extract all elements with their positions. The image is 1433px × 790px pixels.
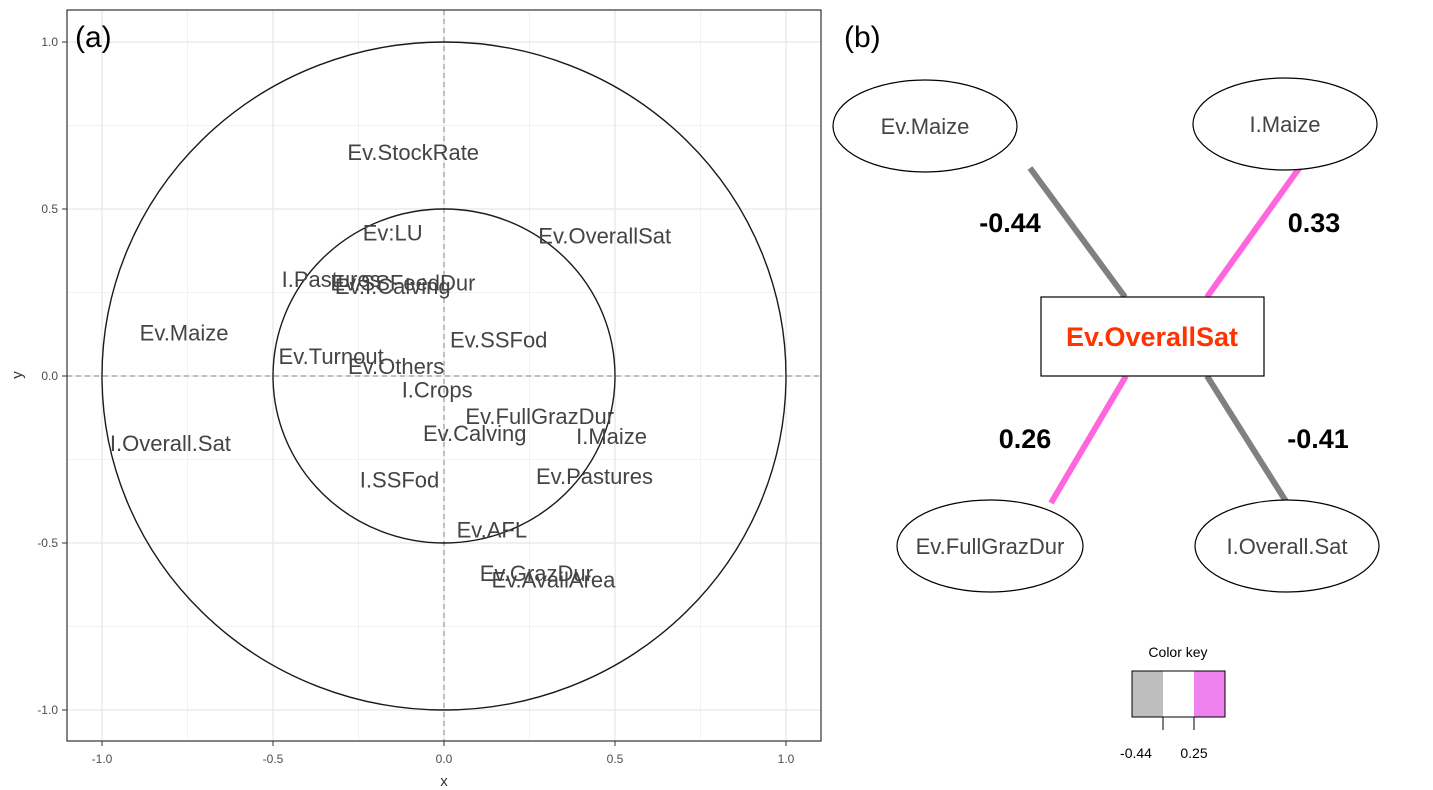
variable-label: Ev.Pastures: [536, 464, 653, 489]
y-axis-ticks: -1.0 -0.5 0.0 0.5 1.0: [37, 35, 67, 717]
reference-lines: [67, 10, 821, 741]
x-tick-label: -0.5: [263, 752, 284, 766]
color-key-label-max: 0.25: [1180, 745, 1207, 761]
edge-ev-maize: [1027, 166, 1128, 299]
variable-label: Ev.Calving: [423, 421, 527, 446]
variable-label: Ev.FullGrazDur: [465, 404, 614, 429]
panel-a-label: (a): [75, 21, 112, 54]
variable-label: Ev.Maize: [140, 321, 229, 346]
node-ev-fullgrazdur: [896, 499, 1084, 593]
inner-circle: [272, 208, 616, 544]
variable-label: Ev:LU: [363, 220, 423, 245]
variable-label: Ev.SSFod: [450, 327, 547, 352]
variable-label: Ev.Turnout: [279, 344, 384, 369]
y-axis-title: y: [9, 371, 26, 379]
edge-weight-ev-fullgrazdur: 0.26: [999, 424, 1052, 454]
edge-weight-i-maize: 0.33: [1288, 208, 1341, 238]
x-tick-label: 0.0: [436, 752, 453, 766]
color-key-neutral: [1163, 671, 1194, 717]
variable-label: Ev.StockRate: [347, 140, 479, 165]
variable-label: I.Pastures: [282, 267, 381, 292]
edge-ev-fullgrazdur: [1048, 374, 1129, 505]
variable-label: I.Crops: [402, 377, 473, 402]
correlation-circles: [101, 41, 787, 711]
y-tick-label: 0.0: [41, 369, 58, 383]
variable-labels: Ev.StockRate Ev:LU Ev.OverallSat I.Pastures…: [110, 140, 671, 593]
color-key-label-min: -0.44: [1120, 745, 1152, 761]
variable-label: I.SSFod: [360, 468, 439, 493]
edge-weight-i-overall-sat: -0.41: [1287, 424, 1349, 454]
color-key-title: Color key: [1148, 644, 1207, 660]
x-tick-label: 0.5: [607, 752, 624, 766]
variable-label: Ev.Others: [348, 354, 444, 379]
y-tick-label: -1.0: [37, 703, 58, 717]
node-i-overall-sat: [1194, 499, 1380, 593]
outer-circle: [101, 41, 787, 711]
x-tick-label: 1.0: [778, 752, 795, 766]
panel-a-scatter: Ev.StockRate Ev:LU Ev.OverallSat I.Pastures…: [9, 9, 822, 790]
variable-label: Ev.I.Calving: [335, 274, 451, 299]
center-node-box: [1040, 296, 1265, 377]
node-i-overall-sat-label: I.Overall.Sat: [1226, 534, 1347, 559]
color-key-frame: [1131, 670, 1226, 718]
variable-label: I.Overall.Sat: [110, 431, 231, 456]
panel-b-network: (b) Ev.Maize I.Maize Ev.FullGrazDur I.Ov…: [832, 21, 1380, 761]
panel-b-label: (b): [844, 21, 881, 54]
variable-label: Ev.GrazDur: [480, 561, 593, 586]
y-tick-label: 0.5: [41, 202, 58, 216]
variable-label: Ev.SSFeedDur: [330, 270, 475, 295]
y-tick-label: -0.5: [37, 536, 58, 550]
node-i-maize: [1192, 77, 1378, 171]
variable-label: Ev.AFL: [457, 518, 528, 543]
edge-i-overall-sat: [1204, 374, 1290, 505]
node-ev-fullgrazdur-label: Ev.FullGrazDur: [916, 534, 1065, 559]
edge-weight-ev-maize: -0.44: [979, 208, 1041, 238]
x-axis-ticks: -1.0 -0.5 0.0 0.5 1.0: [92, 741, 795, 766]
variable-label: Ev.OverallSat: [538, 224, 671, 249]
node-i-maize-label: I.Maize: [1250, 112, 1321, 137]
x-tick-label: -1.0: [92, 752, 113, 766]
node-ev-maize: [832, 79, 1018, 173]
variable-label: I.Maize: [576, 424, 647, 449]
node-ev-maize-label: Ev.Maize: [881, 114, 970, 139]
x-axis-title: x: [440, 773, 448, 790]
y-tick-label: 1.0: [41, 35, 58, 49]
edge-i-maize: [1204, 165, 1303, 299]
color-key-positive: [1194, 671, 1225, 717]
color-key: Color key -0.44 0.25: [1120, 644, 1226, 761]
variable-label: Ev.AvailArea: [491, 568, 616, 593]
color-key-negative: [1132, 671, 1163, 717]
center-node-label: Ev.OverallSat: [1066, 322, 1238, 352]
